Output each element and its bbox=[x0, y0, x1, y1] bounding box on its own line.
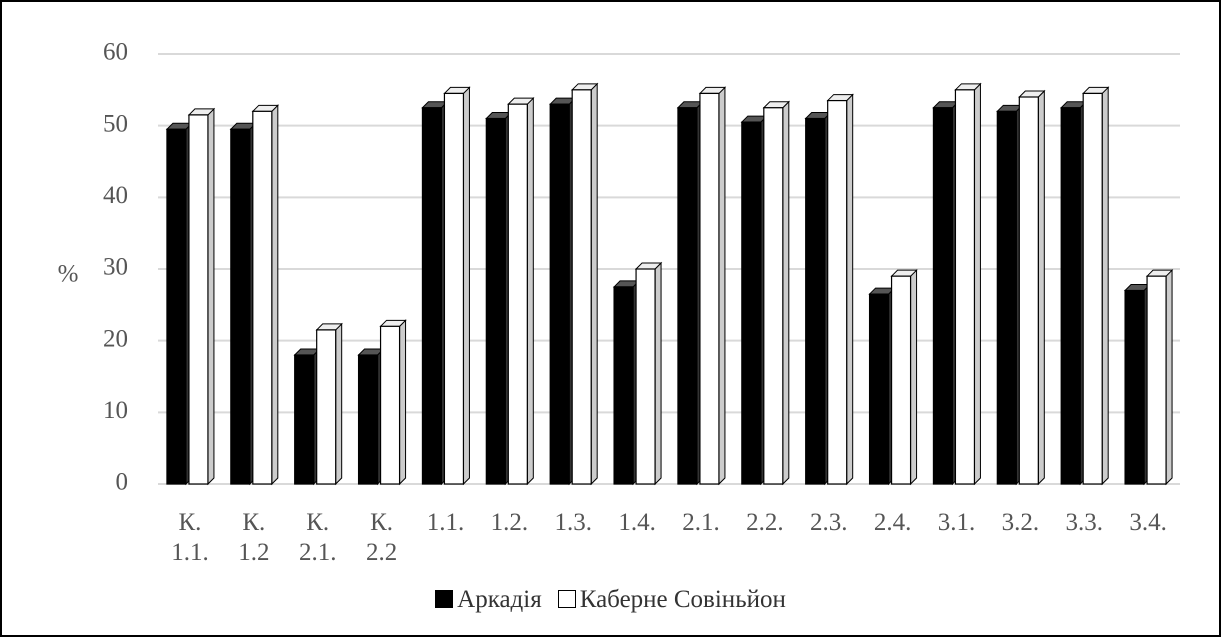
x-tick-label: К. 2.2 bbox=[365, 509, 398, 566]
y-tick-label: 50 bbox=[103, 110, 128, 137]
bar-side bbox=[526, 96, 534, 486]
bar bbox=[996, 110, 1017, 485]
x-tick-label: 1.3. bbox=[554, 509, 592, 536]
bar bbox=[379, 325, 401, 485]
bar bbox=[188, 114, 209, 485]
bar-side bbox=[1101, 86, 1109, 486]
legend-item: Аркадія bbox=[435, 586, 542, 613]
x-tick-label: 1.2. bbox=[490, 509, 529, 536]
bar-side bbox=[910, 268, 918, 486]
bar bbox=[230, 128, 251, 485]
y-tick-label: 40 bbox=[103, 182, 128, 209]
x-tick-label: 2.4. bbox=[873, 509, 912, 536]
legend-item: Каберне Совіньйон bbox=[557, 586, 786, 613]
bar-side bbox=[782, 100, 790, 486]
x-tick-label: К. 1.1. bbox=[171, 509, 209, 566]
x-tick-label: 2.3. bbox=[809, 509, 848, 536]
bar-side bbox=[846, 93, 854, 486]
bar bbox=[635, 268, 656, 485]
legend-label: Каберне Совіньйон bbox=[579, 586, 786, 613]
bar bbox=[166, 128, 187, 485]
x-tick-label: К. 1.2 bbox=[238, 509, 270, 566]
x-tick-label: 3.4. bbox=[1129, 509, 1167, 536]
x-tick-label: 3.3. bbox=[1065, 509, 1103, 536]
bar bbox=[1082, 92, 1103, 485]
bar-side bbox=[335, 322, 343, 486]
bar bbox=[954, 89, 976, 485]
bar-side bbox=[399, 319, 407, 486]
y-tick-label: 0 bbox=[116, 469, 129, 496]
bar bbox=[932, 107, 954, 485]
legend: Аркадія Каберне Совіньйон bbox=[0, 586, 1221, 614]
bar-side bbox=[718, 86, 726, 486]
bar bbox=[763, 107, 784, 485]
bar bbox=[357, 354, 379, 485]
y-axis-label: % bbox=[58, 261, 79, 288]
bar bbox=[699, 92, 720, 485]
bar bbox=[252, 110, 273, 485]
y-tick-label: 60 bbox=[103, 39, 128, 66]
bar-side bbox=[462, 86, 470, 486]
bar bbox=[1018, 96, 1039, 485]
bar bbox=[805, 117, 826, 485]
x-tick-label: 3.1. bbox=[937, 509, 976, 536]
legend-swatch bbox=[557, 590, 576, 608]
x-tick-label: 1.1. bbox=[426, 509, 465, 536]
bar bbox=[1146, 275, 1167, 485]
x-tick-label: 2.2. bbox=[746, 509, 784, 536]
bar-side bbox=[207, 107, 215, 486]
bar bbox=[741, 121, 762, 485]
bar bbox=[421, 107, 443, 485]
bar bbox=[316, 329, 337, 485]
x-tick-label: 2.1. bbox=[682, 509, 720, 536]
legend-swatch bbox=[435, 590, 454, 608]
bar-side bbox=[1037, 89, 1045, 486]
legend-label: Аркадія bbox=[457, 586, 542, 613]
bar bbox=[507, 103, 528, 485]
bar bbox=[613, 286, 634, 485]
bar-side bbox=[1165, 268, 1173, 486]
bar-side bbox=[654, 261, 662, 486]
bar bbox=[571, 89, 592, 485]
y-tick-label: 20 bbox=[103, 325, 128, 352]
bar bbox=[549, 103, 570, 485]
bar bbox=[1124, 289, 1145, 485]
bar bbox=[294, 354, 315, 485]
bar bbox=[443, 92, 465, 485]
bar bbox=[827, 99, 848, 485]
bar-side bbox=[973, 82, 981, 486]
bar bbox=[868, 293, 890, 485]
bar bbox=[1060, 107, 1081, 485]
bar-side bbox=[271, 104, 279, 486]
bar bbox=[677, 107, 698, 485]
bar bbox=[890, 275, 912, 485]
x-tick-label: 3.2. bbox=[1001, 509, 1040, 536]
bar bbox=[485, 117, 506, 485]
x-tick-label: К. 2.1. bbox=[298, 509, 337, 566]
x-tick-label: 1.4. bbox=[618, 509, 656, 536]
bar-side bbox=[590, 82, 598, 486]
y-tick-label: 10 bbox=[103, 397, 128, 424]
y-tick-label: 30 bbox=[103, 254, 128, 281]
